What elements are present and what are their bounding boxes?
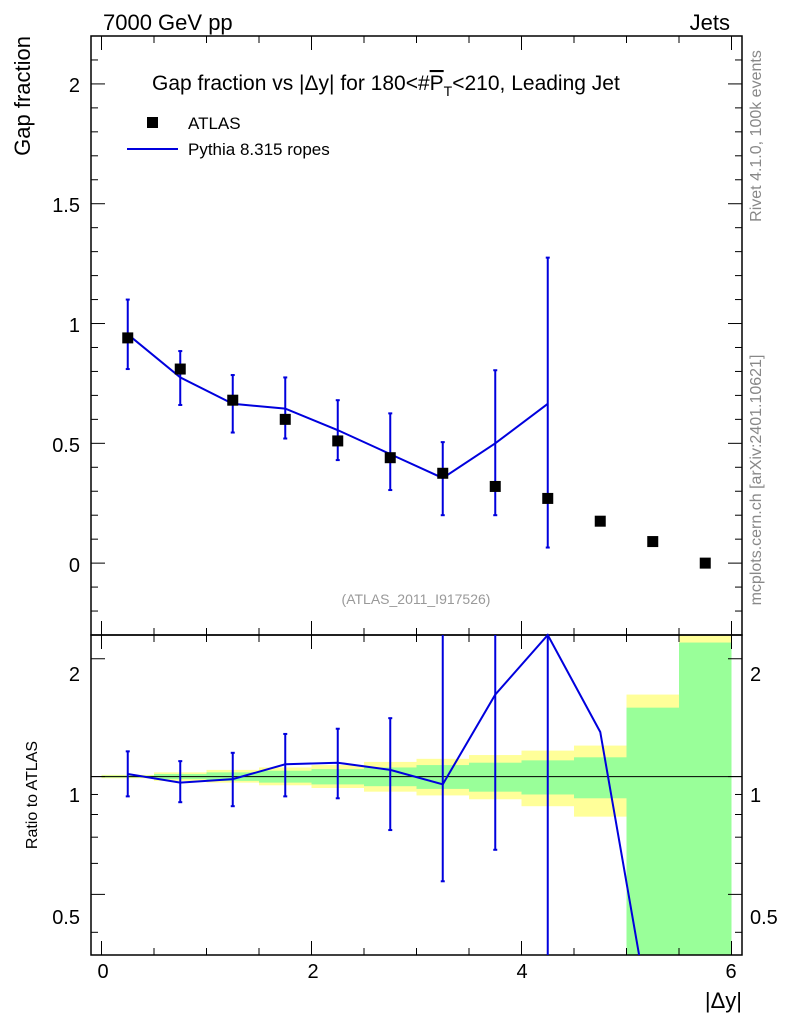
plot-title: Gap fraction vs |Δy| for 180<#PT<210, Le…: [152, 72, 620, 99]
atlas-marker: [699, 557, 711, 569]
main-plot-data: [122, 256, 711, 569]
atlas-marker: [384, 452, 396, 464]
ratio-ytick-label-1-right: 1: [750, 785, 761, 807]
atlas-marker: [332, 435, 344, 447]
energy-label: 7000 GeV pp: [103, 10, 233, 35]
pythia-line: [127, 333, 549, 480]
ratio-ytick-label-0.5-left: 0.5: [52, 907, 80, 929]
xtick-label-2: 2: [307, 961, 318, 983]
main-ytick-label-1.5: 1.5: [52, 195, 80, 217]
ratio-ytick-label-1-left: 1: [69, 785, 80, 807]
ratio-ytick-label-2-right: 2: [750, 664, 761, 686]
ratio-ytick-label-2-left: 2: [69, 664, 80, 686]
atlas-marker: [227, 394, 239, 406]
main-ytick-label-0.5: 0.5: [52, 435, 80, 457]
category-label: Jets: [690, 10, 730, 35]
rivet-version-label: Rivet 4.1.0, 100k events: [748, 50, 765, 222]
ratio-pythia-line: [127, 633, 641, 956]
atlas-marker: [647, 536, 659, 548]
main-ytick-label-2: 2: [69, 75, 80, 97]
mcplots-source-label: mcplots.cern.ch [arXiv:2401.10621]: [748, 355, 765, 606]
legend-pythia-label: Pythia 8.315 ropes: [188, 140, 330, 159]
analysis-id: (ATLAS_2011_I917526): [342, 591, 491, 607]
main-y-ticks: [91, 35, 742, 636]
legend-atlas-marker: [147, 117, 158, 128]
xtick-label-4: 4: [516, 961, 527, 983]
green-band-bin: [574, 757, 627, 799]
atlas-marker: [174, 363, 186, 375]
main-y-axis-label: Gap fraction: [10, 36, 35, 156]
ratio-x-ticks: [101, 635, 732, 955]
plot-title-post: <210, Leading Jet: [452, 72, 620, 95]
atlas-marker: [594, 515, 606, 527]
atlas-marker: [122, 332, 134, 344]
xtick-label-6: 6: [725, 961, 736, 983]
green-band-bin: [626, 707, 679, 955]
atlas-marker: [542, 492, 554, 504]
legend-atlas-label: ATLAS: [188, 114, 241, 133]
plot-title-pre: Gap fraction vs |Δy| for 180<#: [152, 72, 430, 95]
plot-title-symbol: P: [430, 72, 444, 95]
main-ytick-label-0: 0: [69, 555, 80, 577]
ratio-plot-data: [125, 633, 641, 956]
x-axis-label: |Δy|: [705, 988, 742, 1013]
atlas-marker: [279, 413, 291, 425]
green-band-bin: [679, 642, 732, 955]
main-ytick-label-1: 1: [69, 315, 80, 337]
ratio-y-axis-label: Ratio to ATLAS: [24, 741, 41, 849]
xtick-label-0: 0: [97, 961, 108, 983]
plot-title-subscript: T: [444, 83, 453, 99]
ratio-ytick-label-0.5-right: 0.5: [750, 907, 778, 929]
atlas-marker: [489, 480, 501, 492]
main-x-ticks: [101, 36, 732, 635]
atlas-marker: [437, 467, 449, 479]
